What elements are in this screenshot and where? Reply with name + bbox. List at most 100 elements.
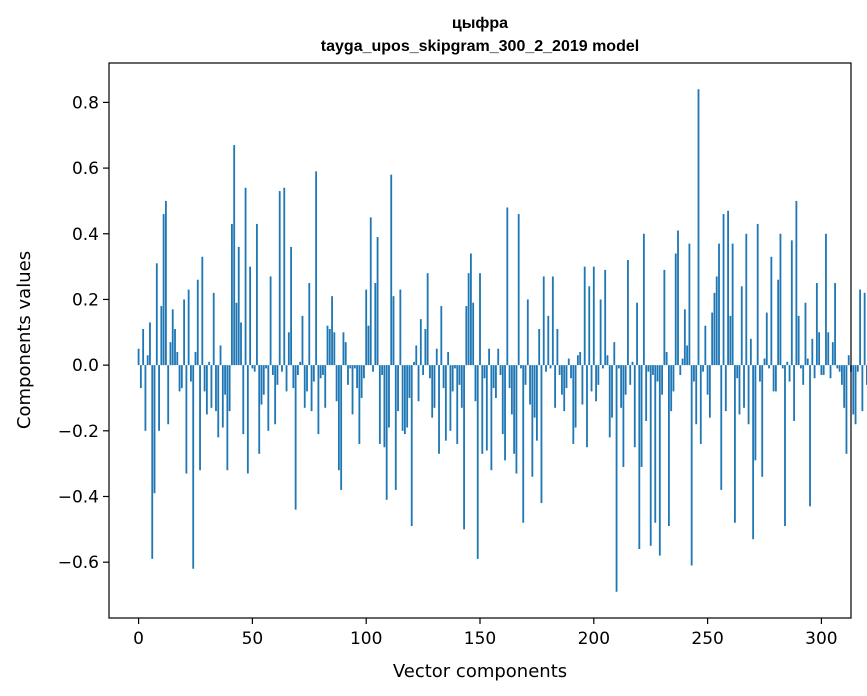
bar bbox=[258, 365, 261, 454]
bar bbox=[561, 365, 563, 395]
chart-title-line-1: цыфра bbox=[452, 15, 508, 32]
bar bbox=[640, 365, 643, 467]
bar bbox=[337, 365, 340, 471]
bar bbox=[558, 365, 561, 375]
bar bbox=[164, 200, 167, 366]
bar bbox=[843, 365, 846, 408]
bar bbox=[142, 329, 145, 366]
bar bbox=[463, 365, 465, 530]
bar bbox=[740, 286, 743, 366]
bar bbox=[469, 253, 472, 366]
bar bbox=[267, 365, 270, 431]
bar bbox=[235, 302, 238, 366]
bar bbox=[708, 365, 711, 418]
bar bbox=[768, 365, 770, 369]
bar bbox=[629, 365, 632, 385]
bar bbox=[294, 365, 297, 510]
bar bbox=[351, 365, 354, 415]
bar bbox=[563, 365, 566, 412]
bar bbox=[438, 365, 440, 454]
bar bbox=[271, 365, 274, 375]
bar bbox=[447, 351, 450, 366]
bar bbox=[686, 345, 689, 366]
bar bbox=[167, 365, 170, 425]
x-tick-label: 300 bbox=[805, 629, 837, 649]
bar bbox=[854, 365, 857, 425]
bar bbox=[784, 365, 786, 527]
bar bbox=[840, 365, 843, 385]
bar bbox=[554, 365, 557, 408]
bar bbox=[388, 365, 390, 428]
bar bbox=[542, 276, 545, 366]
bar bbox=[481, 365, 484, 454]
bar bbox=[456, 365, 459, 444]
bar bbox=[335, 365, 338, 402]
bar bbox=[488, 348, 491, 366]
bar bbox=[827, 332, 830, 366]
bar bbox=[711, 312, 714, 366]
bar bbox=[369, 217, 372, 366]
bar bbox=[592, 266, 595, 366]
y-tick-label: 0.6 bbox=[72, 159, 99, 179]
bar bbox=[392, 296, 395, 366]
bar bbox=[317, 365, 320, 435]
bar bbox=[399, 289, 402, 366]
bar bbox=[358, 365, 361, 444]
bar bbox=[672, 365, 675, 392]
bar bbox=[815, 283, 818, 366]
y-tick-label: 0.0 bbox=[72, 356, 99, 376]
bar bbox=[597, 365, 600, 385]
bar bbox=[818, 332, 821, 366]
bar bbox=[151, 365, 154, 559]
bar bbox=[196, 279, 199, 366]
bar bbox=[301, 315, 304, 366]
bar bbox=[349, 365, 352, 369]
bar bbox=[790, 240, 793, 366]
bar bbox=[668, 365, 670, 527]
bar bbox=[435, 348, 438, 366]
bar bbox=[681, 358, 684, 366]
bar bbox=[595, 365, 597, 402]
bar bbox=[813, 365, 816, 379]
bar bbox=[174, 329, 176, 366]
bar bbox=[738, 365, 741, 415]
bar bbox=[531, 365, 534, 477]
bar bbox=[613, 342, 616, 366]
bar bbox=[231, 223, 233, 366]
bar bbox=[451, 365, 454, 392]
bar bbox=[431, 365, 434, 418]
bar bbox=[360, 365, 363, 398]
bar bbox=[772, 365, 775, 392]
bar bbox=[403, 365, 406, 435]
bar bbox=[859, 289, 862, 366]
bar bbox=[752, 365, 755, 540]
bar bbox=[149, 322, 151, 366]
bar bbox=[246, 365, 249, 474]
bar bbox=[520, 365, 522, 369]
y-tick-label: −0.4 bbox=[58, 487, 99, 507]
y-axis-label: Components values bbox=[14, 251, 35, 429]
bar bbox=[333, 332, 336, 366]
bar bbox=[372, 365, 374, 372]
bar bbox=[670, 365, 673, 412]
bar bbox=[365, 289, 368, 366]
x-tick-label: 50 bbox=[242, 629, 264, 649]
y-tick-label: 0.4 bbox=[72, 225, 99, 245]
bar bbox=[690, 365, 693, 566]
bar bbox=[283, 187, 286, 366]
bar bbox=[677, 230, 679, 366]
bar bbox=[479, 273, 481, 366]
bar bbox=[185, 365, 188, 474]
bar bbox=[756, 223, 759, 366]
bar bbox=[376, 237, 379, 366]
bar bbox=[788, 365, 791, 382]
bar bbox=[495, 365, 497, 398]
bar bbox=[190, 365, 192, 382]
x-tick-label: 150 bbox=[464, 629, 496, 649]
bar bbox=[256, 223, 258, 366]
bar bbox=[720, 365, 723, 490]
bar bbox=[429, 365, 431, 379]
bar bbox=[581, 365, 584, 405]
bar bbox=[540, 365, 543, 504]
